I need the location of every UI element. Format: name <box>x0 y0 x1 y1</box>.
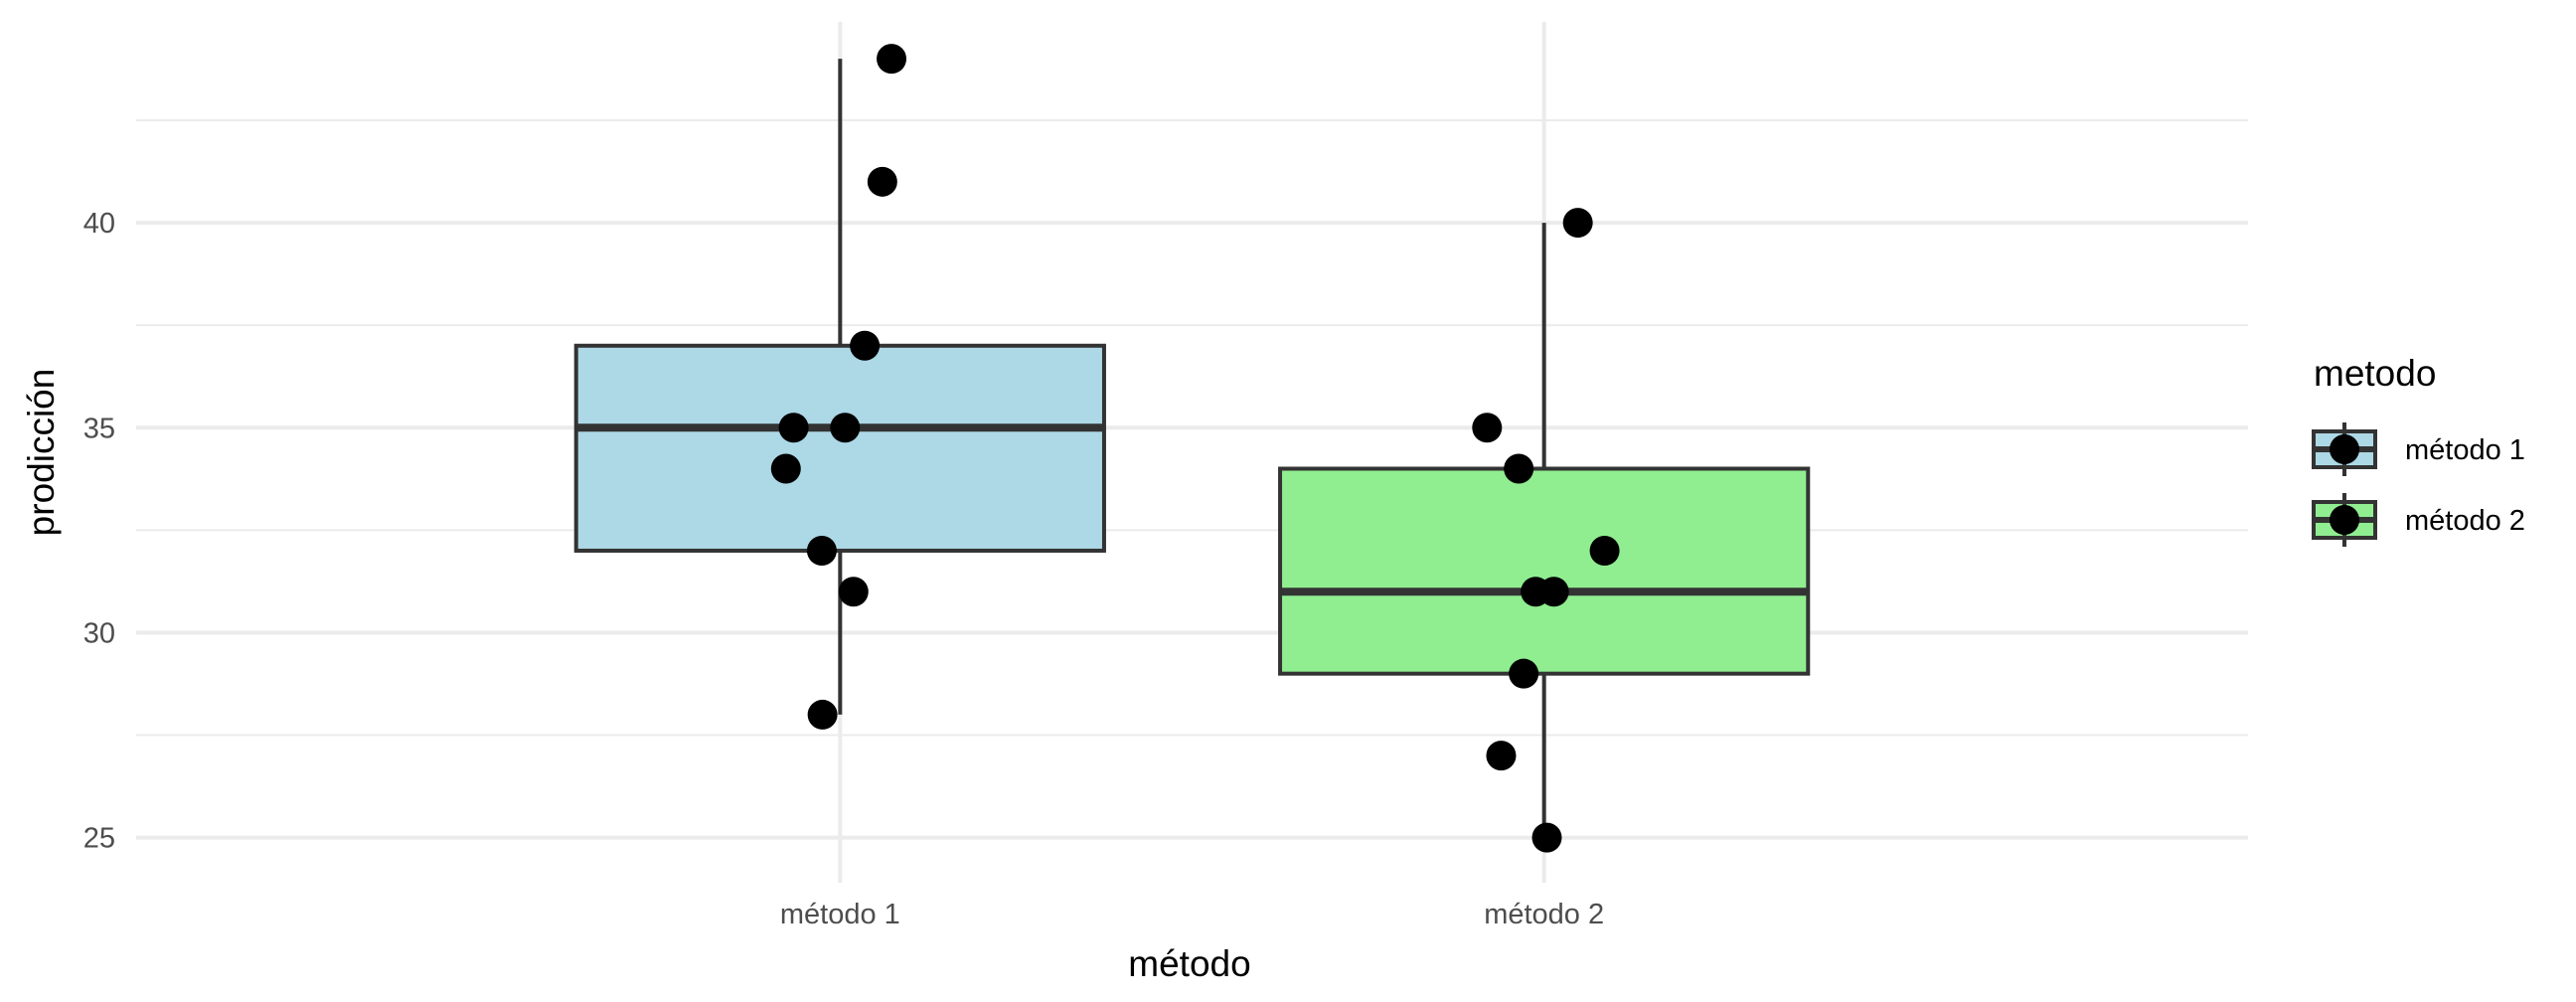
y-tick-label: 40 <box>83 208 115 240</box>
data-point <box>1472 413 1503 443</box>
legend-label: método 1 <box>2405 434 2525 466</box>
data-point <box>877 44 907 75</box>
x-tick-label: método 2 <box>1484 899 1604 930</box>
y-axis-title: prodicción <box>21 369 62 537</box>
data-point <box>1509 658 1539 689</box>
data-point <box>770 453 801 484</box>
x-tick-label: método 1 <box>780 899 900 930</box>
data-point <box>830 413 861 443</box>
data-point <box>1538 577 1569 607</box>
data-point <box>1562 208 1593 239</box>
data-point <box>806 535 837 566</box>
data-point <box>850 330 881 361</box>
legend-title: metodo <box>2314 353 2436 394</box>
data-point <box>867 166 897 197</box>
data-point <box>807 699 838 730</box>
data-point <box>1486 741 1517 771</box>
data-point <box>838 577 869 607</box>
y-tick-label: 25 <box>83 823 115 855</box>
box-iqr <box>573 343 1106 553</box>
x-axis-title: método <box>1128 943 1250 984</box>
data-point <box>1531 822 1562 853</box>
data-point <box>1589 535 1620 566</box>
legend-key-point <box>2330 434 2359 464</box>
y-tick-label: 30 <box>83 617 115 649</box>
boxes <box>573 59 1811 838</box>
legend-label: método 2 <box>2405 505 2525 537</box>
data-point <box>1504 453 1534 484</box>
data-points <box>770 44 1620 853</box>
y-tick-label: 35 <box>83 413 115 444</box>
legend: metodo método 1 método 2 <box>2312 353 2525 547</box>
axes: 25 30 35 40 método 1 método 2 <box>83 208 1604 930</box>
gridlines <box>136 22 2248 883</box>
box-iqr <box>1278 466 1811 676</box>
data-point <box>778 413 809 443</box>
legend-key-point <box>2330 505 2359 535</box>
